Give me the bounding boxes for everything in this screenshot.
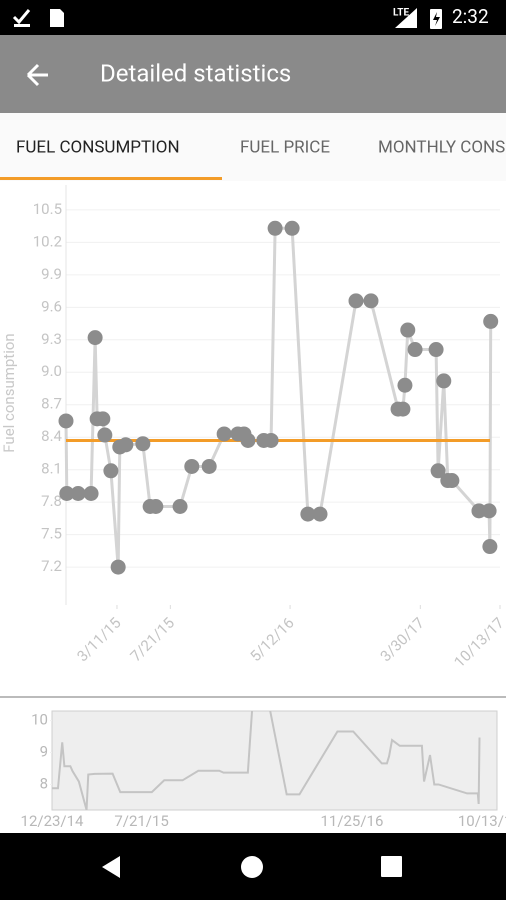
y-tick-label: 10.2 [33,232,62,250]
data-point [135,436,151,452]
y-tick-label: 7.5 [41,525,62,543]
nav-home[interactable] [241,856,263,878]
data-point [201,458,217,474]
y-axis-label: Fuel consumption [0,708,18,827]
data-point [267,220,283,236]
clock: 2:32 [452,5,489,28]
data-point [481,503,497,519]
y-tick-label: 9.0 [41,362,62,380]
check-icon [12,9,31,25]
data-point [148,498,164,514]
x-tick-label: 12/23/14 [21,812,85,830]
data-point [240,432,256,448]
data-point [400,322,416,338]
network-type: LTE [393,8,409,19]
y-tick-label: 7.8 [41,492,62,510]
data-point [97,427,113,443]
back-button[interactable] [26,63,48,87]
data-point [263,432,279,448]
data-point [59,486,75,502]
data-point [110,559,126,575]
y-tick-label: 8.4 [41,427,62,445]
tab-bar [0,113,506,181]
x-tick-label: 11/25/16 [320,812,383,830]
nav-back[interactable] [102,856,120,878]
data-point [483,313,499,329]
y-tick-label: 8.1 [41,460,62,478]
data-point [95,411,111,427]
sd-icon [50,9,64,27]
data-point [407,342,423,358]
data-point [436,373,452,389]
tab-indicator [0,177,222,180]
y-tick-label: 7.2 [41,557,62,575]
data-point [87,330,103,346]
y-tick-label: 9.3 [41,330,62,348]
nav-recents[interactable] [381,856,402,877]
tab[interactable]: FUEL CONSUMPTION [16,137,180,157]
y-tick-label: 10 [31,711,48,729]
data-point [284,220,300,236]
data-point [58,413,74,429]
data-point [428,342,444,358]
x-tick-label: 10/13/17 [458,812,506,830]
data-point [70,486,86,502]
overview-line [52,711,481,810]
app-title: Detailed statistics [100,59,291,87]
data-point [395,401,411,417]
data-point [348,293,364,309]
data-point [430,463,446,479]
signal-icon [395,8,417,28]
status-bar [0,0,506,35]
data-point [363,293,379,309]
y-tick-label: 9 [40,742,48,760]
data-point [482,539,498,555]
battery-bolt [433,12,440,26]
tab[interactable]: MONTHLY CONSUMPTION [378,137,506,157]
data-point [83,486,99,502]
tab[interactable]: FUEL PRICE [240,137,330,157]
data-point [184,458,200,474]
data-point [216,426,232,442]
data-point [300,506,316,522]
check-icon-base [14,24,30,27]
x-tick-label: 7/21/15 [114,812,169,830]
data-point [103,463,119,479]
y-tick-label: 9.9 [41,265,62,283]
app-bar [0,35,506,113]
y-tick-label: 9.6 [41,297,62,315]
y-axis-label: Fuel consumption [0,333,18,452]
data-point [118,437,134,453]
data-point [312,506,328,522]
y-tick-label: 8.7 [41,395,62,413]
chart: Fuel consumption 8 9 10 12/23/14 7/21/15 11/25… [0,708,506,830]
y-tick-label: 10.5 [33,200,62,218]
y-tick-label: 8 [40,774,48,792]
data-point [444,473,460,489]
back-arrow[interactable] [26,63,48,87]
data-point [397,377,413,393]
data-point [172,498,188,514]
